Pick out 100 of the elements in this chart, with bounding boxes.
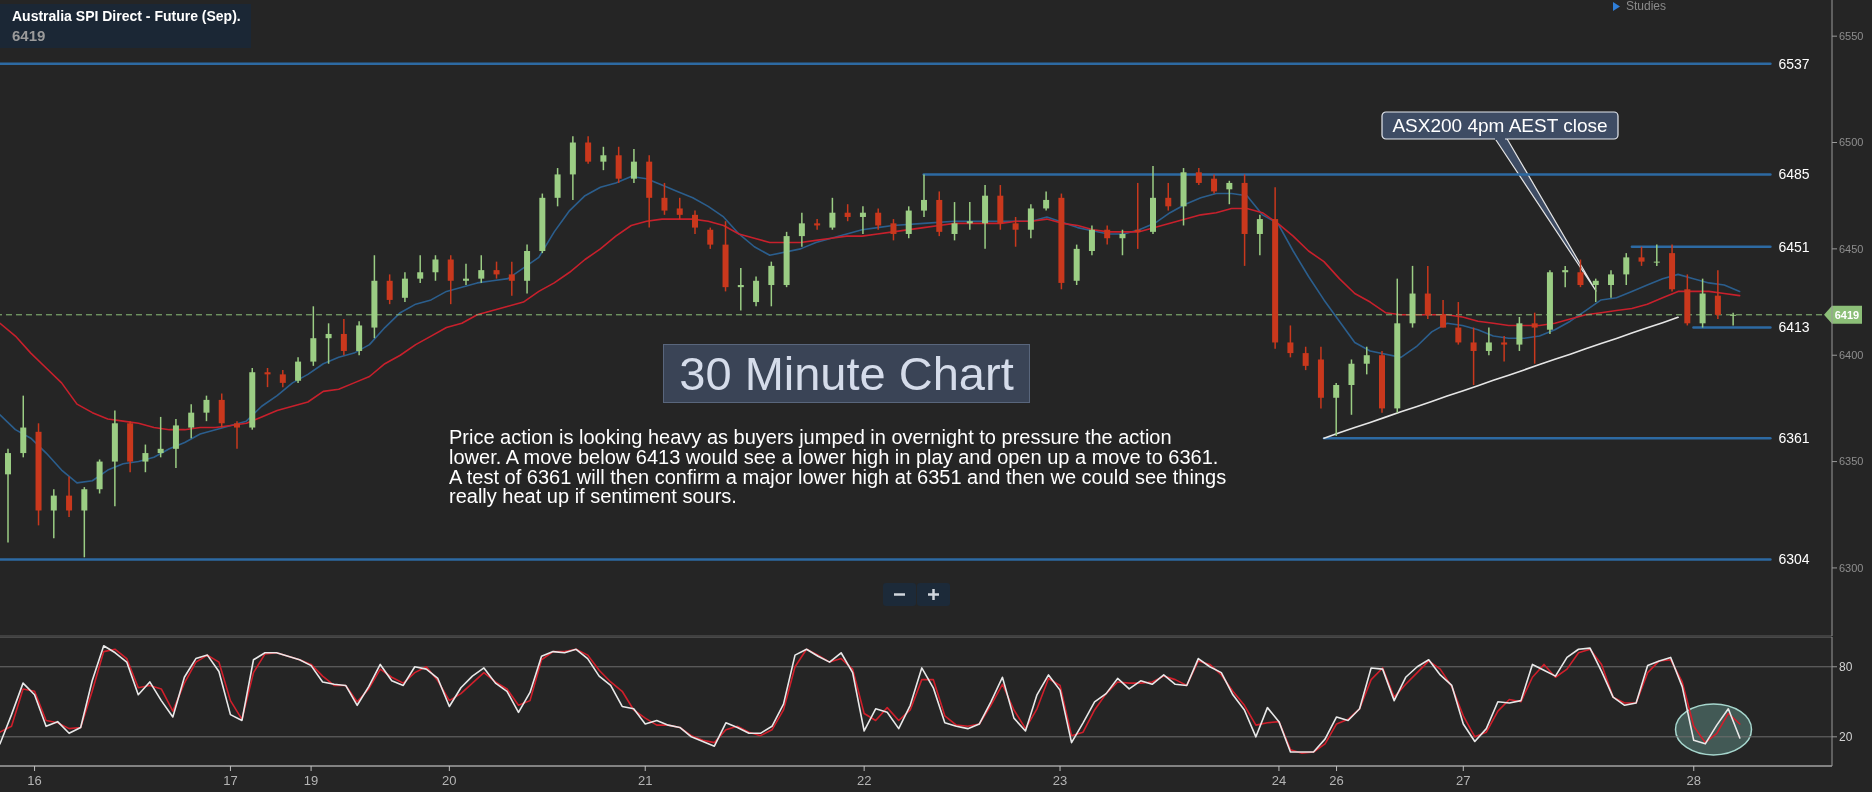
candlestick	[401, 271, 408, 303]
candlestick	[325, 322, 332, 365]
candlestick	[1333, 382, 1340, 437]
annotation: Studies	[1626, 0, 1667, 13]
candlestick	[1226, 180, 1233, 205]
x-tick-label: 27	[1456, 772, 1471, 788]
candlestick	[1440, 299, 1447, 329]
line-series	[0, 207, 1741, 431]
candlestick	[1714, 269, 1721, 320]
candlestick	[66, 475, 73, 518]
series-label: 6413	[1778, 319, 1810, 336]
candlestick	[1348, 358, 1355, 416]
candlestick	[676, 197, 683, 220]
x-tick-label: 23	[1052, 772, 1068, 788]
annotation: Price action is looking heavy as buyers jumped in overnight to pressure the action lower. A move below 6413 would see a lower high in play and open up a move to 6361. A test of 6361 will then confirm a major lower high at 6351 and then we could see things really heat up if sentiment sours.	[449, 426, 1227, 508]
candlestick	[172, 418, 179, 469]
y-tick-label: 6450	[1839, 242, 1864, 255]
x-tick-label: 28	[1686, 772, 1701, 788]
x-tick-label: 21	[638, 772, 653, 788]
candlestick	[859, 205, 866, 235]
candlestick	[1531, 311, 1538, 365]
series-label: 6451	[1778, 238, 1810, 255]
candlestick	[905, 205, 912, 239]
candlestick	[615, 146, 622, 184]
candlestick	[1012, 216, 1019, 248]
x-tick-label: 24	[1271, 772, 1287, 788]
x-tick-label: 20	[442, 772, 457, 788]
candlestick	[630, 148, 637, 184]
annotation: 30 Minute Chart	[679, 347, 1014, 400]
candlestick	[1302, 345, 1309, 371]
candlestick	[1027, 203, 1034, 239]
candlestick	[890, 218, 897, 242]
candlestick	[585, 135, 592, 165]
candlestick	[81, 486, 88, 559]
candlestick	[340, 318, 347, 356]
candlestick	[508, 260, 515, 297]
candlestick	[554, 167, 561, 208]
candlestick	[203, 394, 210, 422]
candlestick	[1455, 301, 1462, 346]
candlestick	[417, 254, 424, 284]
candlestick	[1104, 224, 1111, 246]
candlestick	[1211, 173, 1218, 195]
candlestick	[1562, 265, 1569, 288]
candlestick	[707, 226, 714, 250]
candlestick	[1088, 224, 1095, 256]
candlestick	[310, 305, 317, 367]
candlestick	[295, 356, 302, 384]
candlestick	[798, 211, 805, 248]
y-tick-label: 6550	[1839, 30, 1864, 43]
candlestick	[875, 207, 882, 231]
candlestick	[753, 275, 760, 308]
candlestick	[1608, 269, 1614, 299]
candlestick	[1424, 265, 1431, 320]
candlestick	[1363, 345, 1370, 376]
series-label: 6361	[1778, 430, 1810, 447]
candlestick	[737, 267, 744, 312]
candlestick	[1470, 326, 1477, 386]
candlestick	[951, 201, 958, 242]
x-tick-label: 16	[27, 772, 42, 788]
candlestick	[50, 488, 57, 539]
candlestick	[157, 416, 164, 459]
y-tick-label: 6500	[1839, 136, 1864, 149]
candlestick	[447, 254, 454, 305]
annotation: ASX200 4pm AEST close	[1392, 115, 1608, 137]
x-tick-label: 19	[303, 772, 319, 788]
series-label: 6304	[1778, 551, 1810, 568]
candlestick	[1043, 190, 1050, 212]
ref-line-label: 6419	[1834, 308, 1860, 321]
candlestick	[966, 201, 973, 231]
candlestick	[1287, 324, 1294, 359]
candlestick	[600, 146, 607, 171]
candlestick	[142, 443, 149, 473]
candlestick	[1485, 326, 1492, 356]
y-tick-label: 6400	[1839, 349, 1864, 362]
text: Australia SPI Direct - Future (Sep).	[12, 8, 241, 24]
series-label: 6537	[1778, 55, 1810, 72]
y-tick-label: 6300	[1839, 561, 1864, 574]
candlestick	[218, 392, 225, 429]
candlestick	[1256, 214, 1263, 256]
candlestick	[1653, 243, 1660, 267]
candlestick	[661, 182, 668, 216]
candlestick	[264, 367, 271, 388]
candlestick	[921, 173, 927, 218]
y-tick-label: 20	[1839, 730, 1853, 745]
candlestick	[188, 403, 195, 439]
candlestick	[1592, 277, 1599, 303]
candlestick	[432, 254, 439, 282]
x-tick-label: 22	[856, 772, 872, 788]
candlestick	[463, 263, 469, 286]
candlestick	[1516, 316, 1523, 352]
candlestick	[1165, 182, 1172, 212]
candlestick	[5, 448, 11, 544]
candlestick	[386, 273, 393, 305]
candlestick	[768, 260, 775, 308]
series-label: 6485	[1778, 166, 1810, 183]
x-tick-label: 26	[1329, 772, 1344, 788]
candlestick	[829, 197, 836, 231]
text: 6419	[12, 27, 46, 44]
candlestick	[814, 218, 821, 231]
candlestick	[478, 254, 485, 284]
